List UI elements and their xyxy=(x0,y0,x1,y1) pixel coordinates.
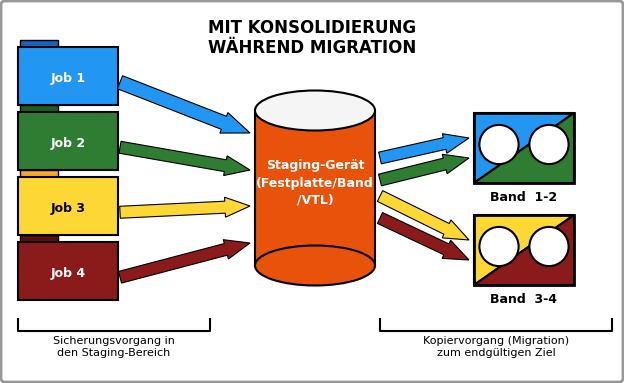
Text: Staging-Gerät
(Festplatte/Band
/VTL): Staging-Gerät (Festplatte/Band /VTL) xyxy=(256,159,374,206)
Bar xyxy=(474,113,574,183)
Ellipse shape xyxy=(255,90,375,131)
FancyBboxPatch shape xyxy=(18,112,118,170)
FancyArrow shape xyxy=(378,213,469,260)
Text: MIT KONSOLIDIERUNG: MIT KONSOLIDIERUNG xyxy=(208,19,416,37)
Polygon shape xyxy=(474,113,574,183)
FancyBboxPatch shape xyxy=(20,40,58,52)
Polygon shape xyxy=(474,215,574,285)
FancyBboxPatch shape xyxy=(18,242,118,300)
FancyArrow shape xyxy=(120,197,250,218)
Circle shape xyxy=(529,227,568,266)
Circle shape xyxy=(479,227,519,266)
Ellipse shape xyxy=(255,246,375,285)
FancyArrow shape xyxy=(379,154,469,186)
Circle shape xyxy=(529,125,568,164)
FancyArrow shape xyxy=(378,191,469,240)
FancyArrow shape xyxy=(379,134,469,164)
Text: WÄHREND MIGRATION: WÄHREND MIGRATION xyxy=(208,39,416,57)
FancyBboxPatch shape xyxy=(20,105,58,117)
Text: Job 3: Job 3 xyxy=(51,202,85,215)
Bar xyxy=(474,215,574,285)
FancyArrow shape xyxy=(119,240,250,283)
Text: Job 4: Job 4 xyxy=(51,267,85,280)
Text: Band  3-4: Band 3-4 xyxy=(490,293,557,306)
Bar xyxy=(255,111,375,265)
FancyBboxPatch shape xyxy=(20,235,58,247)
Text: Band  1-2: Band 1-2 xyxy=(490,191,558,204)
Text: Kopiervorgang (Migration)
zum endgültigen Ziel: Kopiervorgang (Migration) zum endgültige… xyxy=(423,336,569,358)
Polygon shape xyxy=(474,113,574,183)
FancyBboxPatch shape xyxy=(20,170,58,182)
Circle shape xyxy=(479,125,519,164)
Text: Job 1: Job 1 xyxy=(51,72,85,85)
FancyArrow shape xyxy=(117,76,250,133)
FancyBboxPatch shape xyxy=(18,177,118,235)
Text: Sicherungsvorgang in
den Staging-Bereich: Sicherungsvorgang in den Staging-Bereich xyxy=(53,336,175,358)
Text: Job 2: Job 2 xyxy=(51,137,85,151)
FancyArrow shape xyxy=(119,141,250,175)
FancyBboxPatch shape xyxy=(18,47,118,105)
Polygon shape xyxy=(474,215,574,285)
